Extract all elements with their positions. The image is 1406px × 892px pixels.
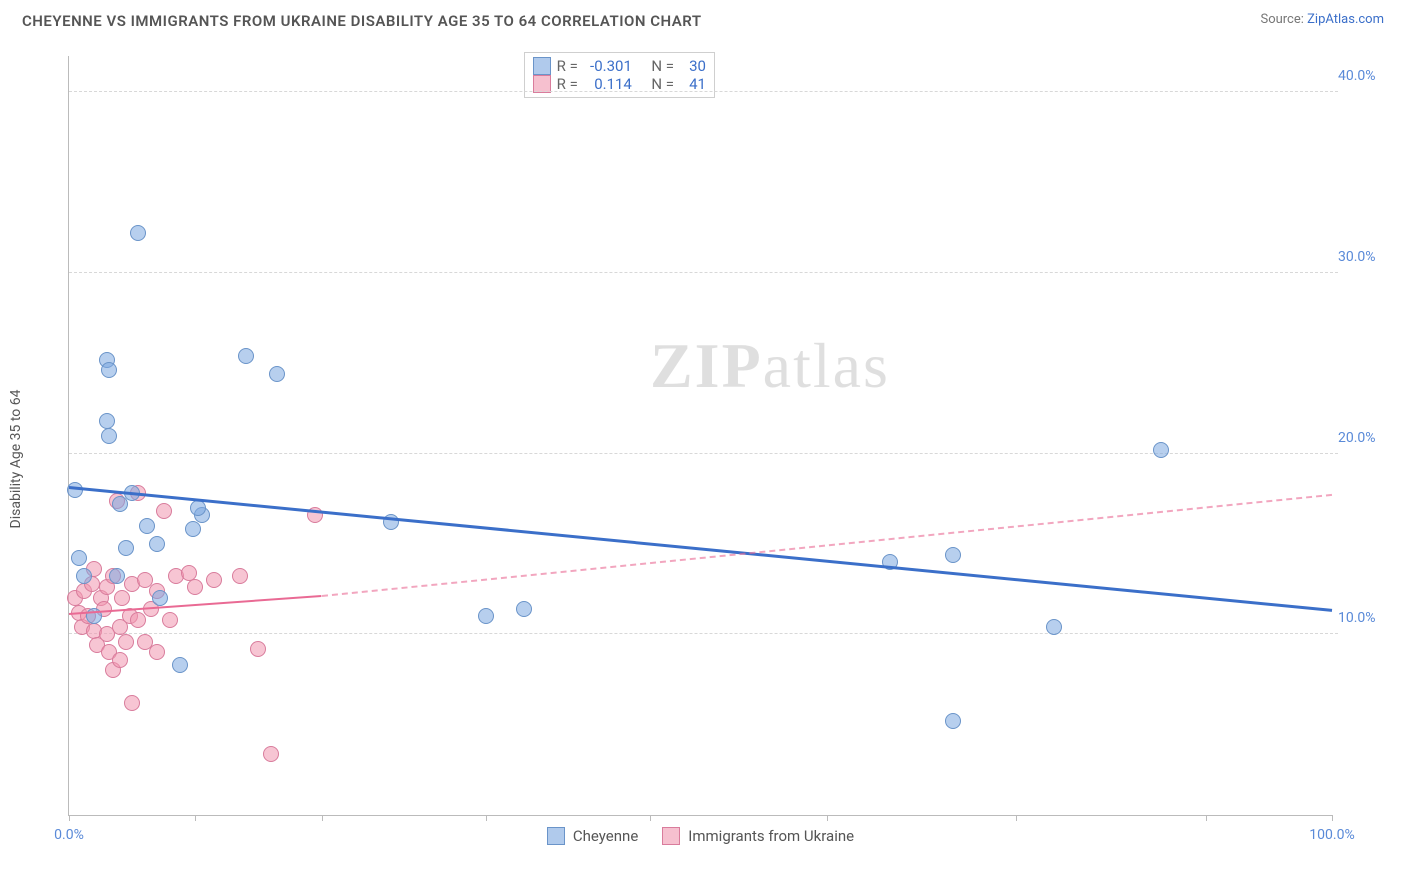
data-point-cheyenne — [238, 348, 254, 364]
data-point-ukraine — [118, 634, 134, 650]
gridline-h — [69, 91, 1338, 92]
y-axis-label: Disability Age 35 to 64 — [8, 390, 24, 529]
data-point-ukraine — [232, 568, 248, 584]
x-tick — [1016, 815, 1017, 821]
x-tick-label: 100.0% — [1309, 827, 1354, 843]
y-tick-label: 30.0% — [1338, 249, 1382, 265]
n-label-1: N = — [651, 57, 674, 75]
x-tick — [322, 815, 323, 821]
data-point-cheyenne — [478, 608, 494, 624]
watermark-zip: ZIP — [650, 330, 763, 401]
x-tick — [827, 815, 828, 821]
data-point-ukraine — [263, 746, 279, 762]
x-tick — [650, 815, 651, 821]
data-point-cheyenne — [1046, 619, 1062, 635]
data-point-cheyenne — [99, 413, 115, 429]
data-point-cheyenne — [149, 536, 165, 552]
data-point-cheyenne — [190, 500, 206, 516]
data-point-ukraine — [250, 641, 266, 657]
source-link[interactable]: ZipAtlas.com — [1307, 12, 1384, 27]
data-point-cheyenne — [269, 366, 285, 382]
data-point-cheyenne — [109, 568, 125, 584]
data-point-ukraine — [112, 652, 128, 668]
x-tick — [1332, 815, 1333, 821]
swatch-blue-icon — [547, 827, 565, 845]
legend-label-ukraine: Immigrants from Ukraine — [688, 827, 854, 845]
regression-line-blue — [69, 486, 1332, 611]
legend-item-ukraine: Immigrants from Ukraine — [662, 827, 854, 845]
source-prefix: Source: — [1260, 12, 1307, 27]
data-point-ukraine — [156, 503, 172, 519]
stats-row-series1: R = -0.301 N = 30 — [533, 57, 706, 75]
swatch-pink-icon — [662, 827, 680, 845]
data-point-cheyenne — [945, 547, 961, 563]
bottom-legend: Cheyenne Immigrants from Ukraine — [69, 827, 1332, 845]
data-point-ukraine — [149, 644, 165, 660]
r-value-1: -0.301 — [584, 57, 632, 75]
y-tick-label: 10.0% — [1338, 610, 1382, 626]
n-value-1: 30 — [680, 57, 706, 75]
x-tick — [1206, 815, 1207, 821]
gridline-h — [69, 272, 1338, 273]
y-tick-label: 20.0% — [1338, 430, 1382, 446]
data-point-cheyenne — [152, 590, 168, 606]
data-point-cheyenne — [516, 601, 532, 617]
source-attribution: Source: ZipAtlas.com — [1260, 12, 1384, 27]
data-point-cheyenne — [101, 362, 117, 378]
chart-title: CHEYENNE VS IMMIGRANTS FROM UKRAINE DISA… — [22, 12, 702, 30]
x-tick — [195, 815, 196, 821]
data-point-cheyenne — [130, 225, 146, 241]
data-point-ukraine — [206, 572, 222, 588]
legend-item-cheyenne: Cheyenne — [547, 827, 638, 845]
legend-label-cheyenne: Cheyenne — [573, 827, 638, 845]
x-tick — [486, 815, 487, 821]
swatch-blue-icon — [533, 57, 551, 75]
data-point-ukraine — [162, 612, 178, 628]
x-tick-label: 0.0% — [54, 827, 84, 843]
chart-container: Disability Age 35 to 64 ZIPatlas R = -0.… — [22, 50, 1384, 852]
regression-line-pink-dashed — [321, 493, 1332, 596]
data-point-ukraine — [124, 695, 140, 711]
data-point-cheyenne — [76, 568, 92, 584]
data-point-ukraine — [114, 590, 130, 606]
data-point-cheyenne — [172, 657, 188, 673]
x-tick — [69, 815, 70, 821]
data-point-cheyenne — [101, 428, 117, 444]
data-point-cheyenne — [185, 521, 201, 537]
data-point-ukraine — [187, 579, 203, 595]
r-label-1: R = — [557, 57, 578, 75]
plot-area: ZIPatlas R = -0.301 N = 30 R = 0.114 N =… — [68, 56, 1332, 816]
data-point-cheyenne — [945, 713, 961, 729]
data-point-cheyenne — [139, 518, 155, 534]
watermark-atlas: atlas — [763, 330, 890, 401]
data-point-cheyenne — [118, 540, 134, 556]
data-point-cheyenne — [71, 550, 87, 566]
gridline-h — [69, 453, 1338, 454]
data-point-cheyenne — [1153, 442, 1169, 458]
watermark: ZIPatlas — [650, 329, 890, 403]
gridline-h — [69, 633, 1338, 634]
y-tick-label: 40.0% — [1338, 68, 1382, 84]
